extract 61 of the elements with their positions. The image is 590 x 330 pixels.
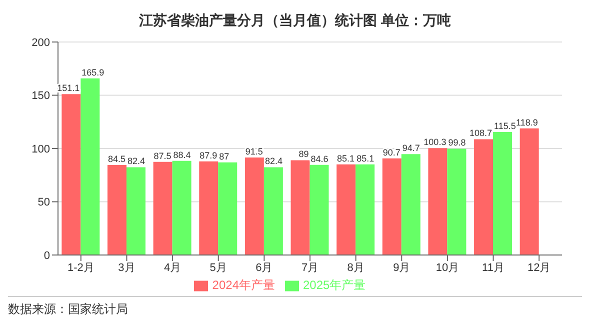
- legend-label: 2024年产量: [212, 278, 275, 292]
- bar: [80, 78, 100, 255]
- data-label: 88.4: [173, 150, 191, 160]
- chart-title: 江苏省柴油产量分月（当月值）统计图 单位：万吨: [138, 11, 452, 30]
- legend-label: 2025年产量: [303, 278, 366, 292]
- y-tick-label: 100: [32, 143, 50, 156]
- bar: [356, 164, 375, 255]
- bar: [474, 139, 494, 255]
- data-label: 87.9: [200, 150, 218, 160]
- data-label: 82.4: [264, 156, 282, 166]
- data-label: 84.5: [108, 154, 126, 164]
- y-tick-label: 50: [38, 196, 50, 209]
- y-tick-label: 150: [32, 90, 50, 102]
- x-tick-label: 4月: [164, 262, 182, 274]
- data-label: 90.7: [382, 147, 400, 158]
- bar: [172, 160, 192, 255]
- bar: [447, 148, 466, 255]
- x-tick-label: 9月: [393, 262, 410, 274]
- data-label: 99.8: [448, 138, 466, 148]
- x-tick-label: 1-2月: [67, 262, 94, 274]
- x-tick-label: 3月: [118, 262, 136, 274]
- bar: [107, 165, 126, 255]
- data-label: 85.1: [356, 153, 374, 164]
- data-label: 84.6: [310, 154, 328, 164]
- data-label: 100.3: [424, 137, 446, 148]
- bar: [382, 158, 402, 255]
- data-label: 94.7: [402, 143, 420, 154]
- bar: [218, 162, 238, 255]
- bar: [310, 164, 329, 255]
- data-label: 87.5: [154, 150, 172, 161]
- bar: [153, 162, 172, 255]
- data-label: 85.1: [337, 153, 355, 164]
- x-tick-label: 11月: [482, 262, 504, 274]
- bar: [401, 154, 420, 255]
- bar: [264, 167, 283, 255]
- x-tick-label: 10月: [436, 262, 460, 274]
- x-tick-label: 7月: [301, 262, 319, 274]
- bar: [126, 167, 146, 255]
- bar: [62, 94, 81, 255]
- data-label: 87: [219, 151, 230, 162]
- source-note: 数据来源：国家统计局: [8, 302, 128, 316]
- data-label: 89: [298, 149, 309, 160]
- x-tick-label: 8月: [347, 262, 364, 274]
- x-tick-label: 5月: [210, 262, 227, 274]
- data-label: 165.9: [82, 67, 104, 78]
- data-label: 91.5: [245, 146, 263, 157]
- data-label: 82.4: [127, 156, 146, 166]
- data-label: 118.9: [516, 117, 538, 128]
- bar: [244, 158, 264, 255]
- y-tick-label: 200: [32, 36, 50, 49]
- data-label: 108.7: [470, 128, 492, 138]
- data-label: 115.5: [494, 120, 516, 131]
- bar: [520, 128, 539, 255]
- y-tick-label: 0: [44, 250, 50, 262]
- x-tick-label: 12月: [527, 262, 551, 274]
- x-tick-label: 6月: [256, 262, 273, 274]
- bar: [336, 164, 356, 255]
- bar: [493, 132, 512, 255]
- bar: [428, 148, 448, 255]
- bar: [199, 161, 218, 255]
- bar: [290, 160, 310, 255]
